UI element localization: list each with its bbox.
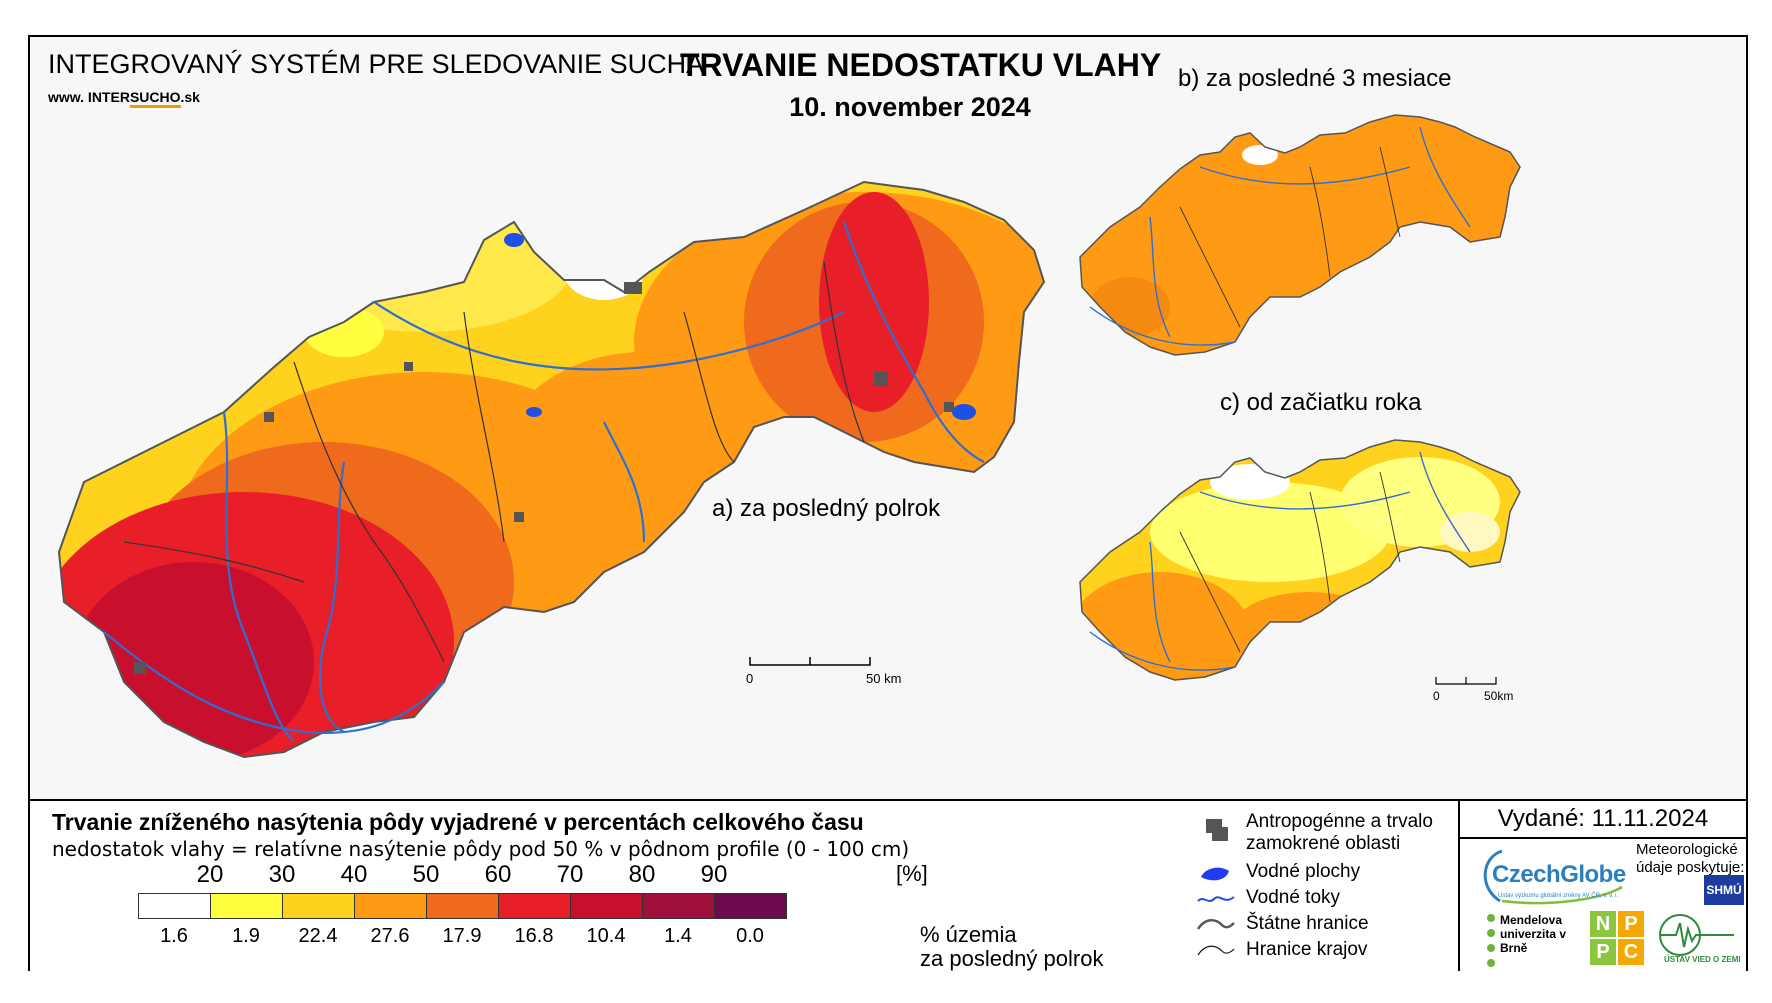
mendel-logo[interactable]: Mendelova univerzita v Brně [1487, 913, 1580, 967]
threshold-label: 80 [628, 861, 656, 888]
issued-date: Vydané: 11.11.2024 [1497, 805, 1709, 832]
czechglobe-subtitle: Ústav výzkumu globální změny AV ČR, v. v… [1498, 893, 1619, 899]
legend-state-border: Štátne hranice [1246, 913, 1369, 934]
small-scale-bar [1435, 677, 1497, 685]
uvz-text: ÚSTAV VIED O ZEMI [1664, 955, 1741, 964]
system-title: INTEGROVANÝ SYSTÉM PRE SLEDOVANIE SUCHA [48, 49, 705, 79]
share-value: 27.6 [370, 925, 410, 947]
shares-note-line2: za posledný polrok [920, 946, 1104, 971]
small-scale-start: 0 [1433, 689, 1440, 703]
site-prefix: www. INTER [48, 89, 130, 105]
site-suffix: .sk [180, 89, 200, 105]
main-scale-end: 50 km [866, 671, 902, 686]
share-value: 10.4 [586, 925, 626, 947]
small-scale-end: 50km [1484, 689, 1514, 703]
npc-letter-4: C [1618, 939, 1644, 965]
map-c-label: c) od začiatku roka [1220, 389, 1422, 416]
map-frame: INTEGROVANÝ SYSTÉM PRE SLEDOVANIE SUCHA … [28, 35, 1748, 973]
legend-shares-note: % územia za posledný polrok [920, 923, 1103, 971]
legend-panel: Trvanie zníženého nasýtenia pôdy vyjadre… [30, 799, 1746, 973]
state-border-icon [1197, 919, 1235, 930]
czechglobe-swoosh-icon [1483, 849, 1623, 905]
website-link[interactable]: www. INTERSUCHO.sk [48, 89, 200, 108]
map-b-label: b) za posledné 3 mesiace [1178, 65, 1452, 92]
river-icon [1197, 896, 1235, 902]
share-value: 22.4 [298, 925, 338, 947]
map-date: 10. november 2024 [789, 92, 1031, 122]
share-value: 1.4 [664, 925, 692, 947]
map-c [1079, 439, 1521, 681]
color-class-5 [426, 893, 499, 919]
threshold-label: 40 [340, 861, 368, 888]
meteo-text: Meteorologické údaje poskytuje: [1636, 841, 1745, 876]
meteo-provider-text: Meteorologické údaje poskytuje: [1636, 841, 1746, 877]
credits-divider [1458, 801, 1460, 971]
color-class-1 [138, 893, 211, 919]
shmu-text: SHMÚ [1706, 883, 1742, 897]
main-map-a [57, 180, 1046, 759]
legend-unit: [%] [896, 861, 928, 886]
seismograph-icon [1659, 914, 1734, 956]
share-value: 16.8 [514, 925, 554, 947]
threshold-label: 50 [412, 861, 440, 888]
mendel-dots-icon [1487, 914, 1495, 967]
share-value: 1.6 [160, 925, 188, 947]
share-value: 1.9 [232, 925, 260, 947]
legend-urban: Antropogénne a trvalo zamokrené oblasti [1246, 811, 1433, 854]
shmu-logo[interactable]: SHMÚ [1704, 875, 1744, 905]
share-value: 17.9 [442, 925, 482, 947]
mendel-text: Mendelova univerzita v Brně [1500, 913, 1567, 955]
shares-note-line1: % územia [920, 922, 1017, 947]
color-class-4 [354, 893, 427, 919]
urban-icon [1206, 819, 1228, 841]
map-a-label: a) za posledný polrok [712, 495, 941, 522]
threshold-label: 60 [484, 861, 512, 888]
share-value: 0.0 [736, 925, 764, 947]
site-mid: SUCHO [129, 89, 181, 108]
threshold-label: 90 [700, 861, 728, 888]
issued-box: Vydané: 11.11.2024 [1460, 801, 1746, 839]
legend-rivers: Vodné toky [1246, 887, 1341, 908]
legend-subtitle: nedostatok vlahy = relatívne nasýtenie p… [52, 837, 910, 861]
npc-letter-3: P [1590, 939, 1616, 965]
main-scale-start: 0 [746, 671, 754, 686]
color-class-9 [714, 893, 787, 919]
color-class-6 [498, 893, 571, 919]
uvz-logo[interactable]: ÚSTAV VIED O ZEMI [1656, 911, 1741, 967]
color-class-3 [282, 893, 355, 919]
czechglobe-name: CzechGlobe [1492, 861, 1626, 888]
npc-letter-1: N [1590, 911, 1616, 937]
legend-region-border: Hranice krajov [1246, 939, 1368, 960]
water-body-icon [1201, 867, 1229, 881]
legend-title: Trvanie zníženého nasýtenia pôdy vyjadre… [52, 809, 864, 835]
npc-logo[interactable]: N P P C [1590, 911, 1646, 967]
map-b [1079, 114, 1521, 356]
npc-letter-2: P [1618, 911, 1644, 937]
threshold-label: 70 [556, 861, 584, 888]
legend-water-bodies: Vodné plochy [1246, 861, 1361, 882]
region-border-icon [1197, 945, 1235, 956]
color-class-8 [642, 893, 715, 919]
color-class-7 [570, 893, 643, 919]
threshold-label: 20 [196, 861, 224, 888]
threshold-label: 30 [268, 861, 296, 888]
czechglobe-logo[interactable]: CzechGlobe Ústav výzkumu globální změny … [1472, 843, 1632, 909]
map-title: TRVANIE NEDOSTATKU VLAHY [680, 47, 1162, 83]
main-scale-bar [749, 657, 871, 666]
color-class-2 [210, 893, 283, 919]
